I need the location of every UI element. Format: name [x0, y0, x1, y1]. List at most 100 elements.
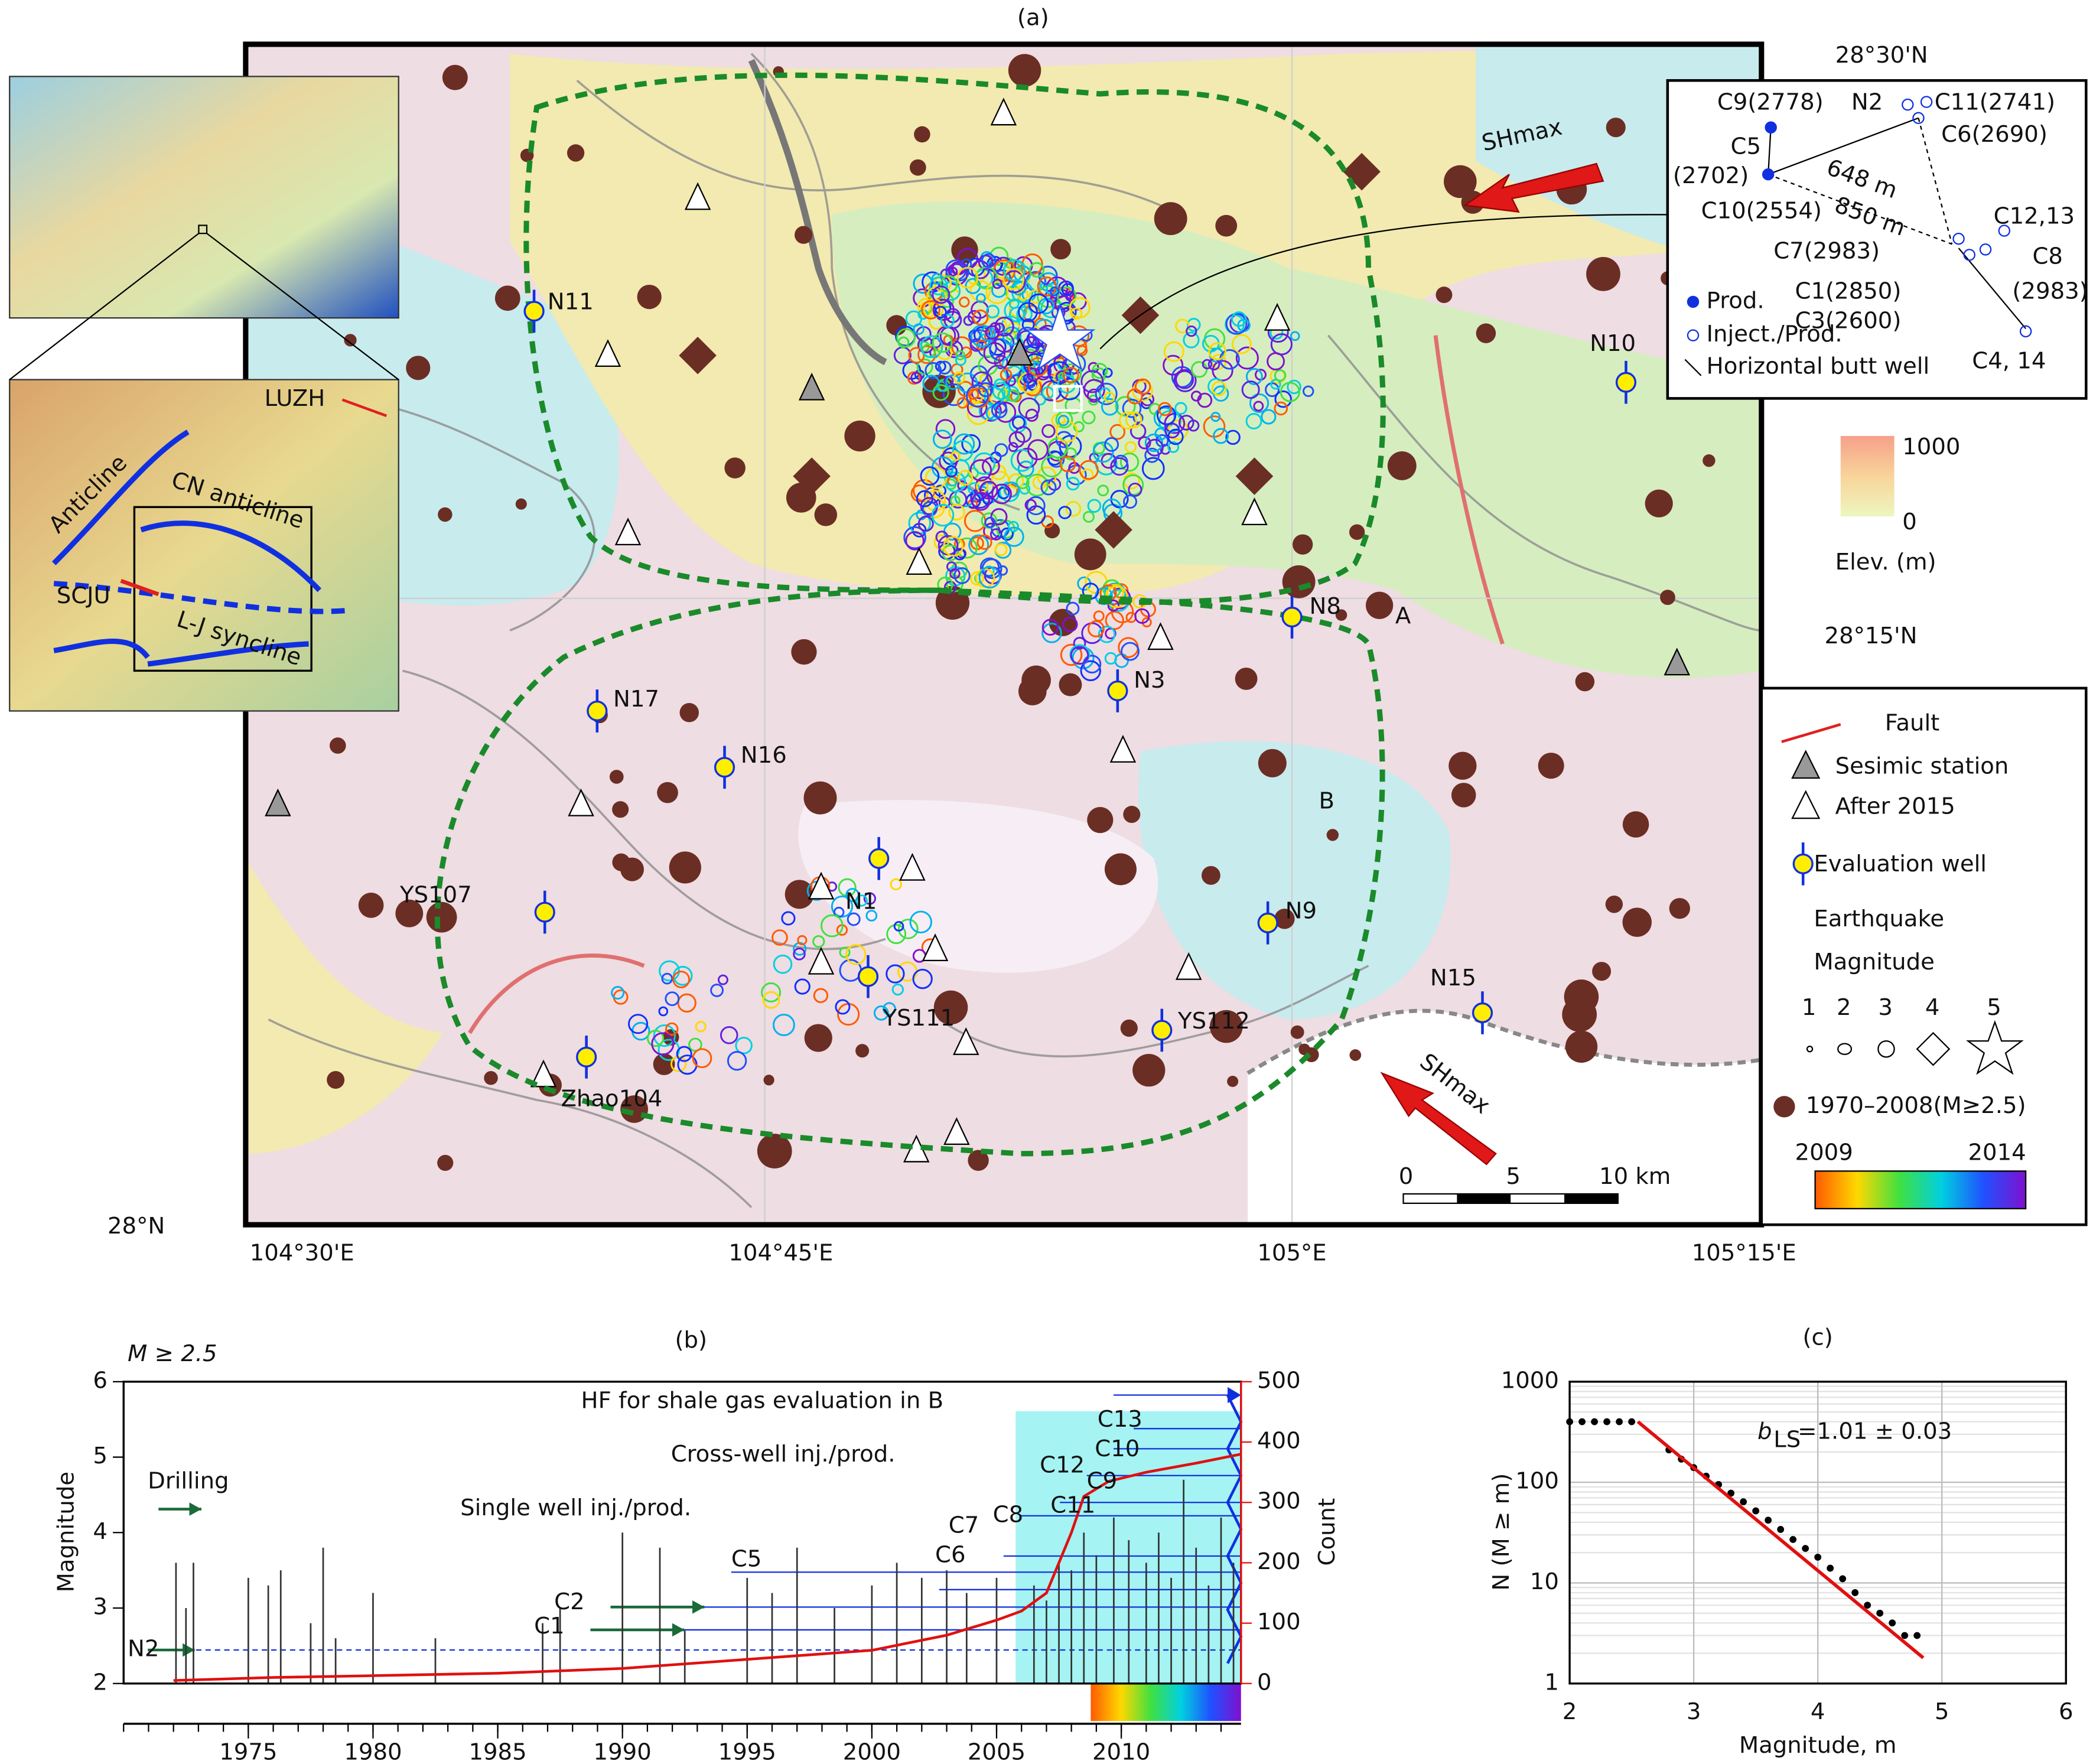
location-inset [9, 76, 399, 319]
well-box-label: C10(2554) [1701, 197, 1822, 224]
panel-label: (b) [675, 1327, 707, 1353]
recent-earthquake [1128, 482, 1142, 497]
legend-label: Earthquake [1814, 906, 1944, 932]
recent-earthquake [1002, 268, 1025, 290]
recent-earthquake [1026, 367, 1040, 382]
historic-earthquake [1235, 668, 1258, 690]
scale-label: 0 [1399, 1163, 1414, 1190]
evaluation-well [857, 966, 879, 987]
y-tick-label: 2 [93, 1669, 108, 1695]
recent-earthquake [1010, 449, 1034, 472]
y-tick-label: 100 [1515, 1468, 1559, 1495]
well-pad [1053, 385, 1083, 412]
annotation: C9 [1087, 1468, 1118, 1495]
historic-earthquake [358, 892, 384, 918]
data-point [1851, 1589, 1859, 1596]
historic-earthquake [909, 159, 926, 176]
recent-earthquake [1274, 369, 1287, 382]
recent-earthquake [1059, 455, 1076, 473]
historic-earthquake [1575, 672, 1595, 692]
x-tick-label: 4 [1811, 1698, 1825, 1725]
recent-earthquake [1175, 370, 1194, 389]
recent-earthquake [735, 1037, 753, 1055]
recent-earthquake [1092, 441, 1114, 463]
recent-earthquake [1041, 619, 1059, 636]
data-point [1777, 1526, 1785, 1533]
recent-earthquake [951, 451, 961, 461]
recent-earthquake [971, 260, 990, 279]
historic-earthquake [657, 782, 678, 803]
annotation: Drilling [148, 1468, 229, 1495]
recent-earthquake [1066, 464, 1087, 486]
recent-earthquake [1041, 623, 1062, 643]
recent-earthquake [838, 878, 857, 897]
historic-earthquake [1292, 534, 1313, 555]
seismic-station [943, 1117, 970, 1145]
historic-earthquake [855, 1044, 870, 1058]
legend-label: 2014 [1968, 1139, 2026, 1166]
recent-earthquake [661, 972, 673, 985]
recent-earthquake [1115, 396, 1136, 417]
historic-earthquake [1215, 214, 1238, 237]
recent-earthquake [761, 982, 782, 1003]
recent-earthquake [1208, 342, 1227, 361]
recent-earthquake [1063, 366, 1079, 383]
x-tick-label: 6 [2059, 1698, 2074, 1725]
seismic-station [568, 788, 594, 816]
historic-earthquake [1622, 907, 1652, 937]
data-point [1740, 1498, 1747, 1506]
legend-label: 5 [1987, 994, 2001, 1021]
recent-earthquake [994, 543, 1008, 556]
recent-earthquake [1280, 382, 1300, 402]
recent-earthquake [794, 978, 810, 995]
recent-earthquake [985, 304, 1000, 318]
recent-earthquake [917, 309, 929, 320]
panel-label: (c) [1802, 1324, 1832, 1351]
recent-earthquake [1037, 276, 1057, 297]
well-box-label: (2983) [2012, 278, 2088, 305]
recent-earthquake [997, 565, 1008, 576]
recent-earthquake [907, 371, 921, 385]
well-box-label: N2 [1851, 89, 1883, 115]
y2-axis-title: Count [1314, 1498, 1340, 1566]
seismic-station [1109, 734, 1137, 763]
historic-earthquake [814, 503, 838, 526]
recent-earthquake [994, 443, 1008, 457]
legend-label: Evaluation well [1814, 851, 1987, 877]
well-label: N16 [741, 742, 787, 769]
recent-earthquake [695, 1021, 707, 1033]
recent-earthquake [1024, 499, 1037, 511]
recent-earthquake [968, 534, 989, 555]
data-point [1765, 1516, 1772, 1524]
recent-earthquake [1235, 346, 1259, 370]
zone-label: A [1395, 603, 1411, 629]
recent-earthquake [923, 496, 945, 519]
recent-earthquake [1060, 643, 1083, 666]
recent-earthquake [939, 451, 958, 471]
well-label: N9 [1285, 898, 1317, 925]
recent-earthquake [845, 888, 860, 902]
recent-earthquake [969, 387, 990, 408]
recent-earthquake [897, 336, 910, 349]
well-box-label: C12,13 [1994, 203, 2075, 229]
well-box-label: C6(2690) [1941, 121, 2048, 148]
recent-earthquake [1027, 439, 1049, 461]
recent-earthquake [905, 531, 925, 551]
recent-earthquake [1175, 318, 1190, 334]
inset-lines [9, 224, 399, 672]
recent-earthquake [1134, 378, 1151, 395]
recent-earthquake [1231, 334, 1252, 354]
recent-earthquake [985, 281, 1009, 304]
historic-earthquake [515, 498, 527, 510]
legend-label: 2009 [1795, 1139, 1853, 1166]
recent-earthquake [1070, 646, 1089, 665]
recent-earthquake [1211, 380, 1227, 396]
recent-earthquake [1274, 390, 1292, 408]
evaluation-well [1615, 372, 1637, 393]
chart-title: M ≥ 2.5 [128, 1340, 217, 1367]
recent-earthquake [920, 466, 940, 486]
recent-earthquake [940, 314, 955, 328]
annotation: C5 [731, 1545, 762, 1572]
evaluation-well [1151, 1020, 1173, 1041]
